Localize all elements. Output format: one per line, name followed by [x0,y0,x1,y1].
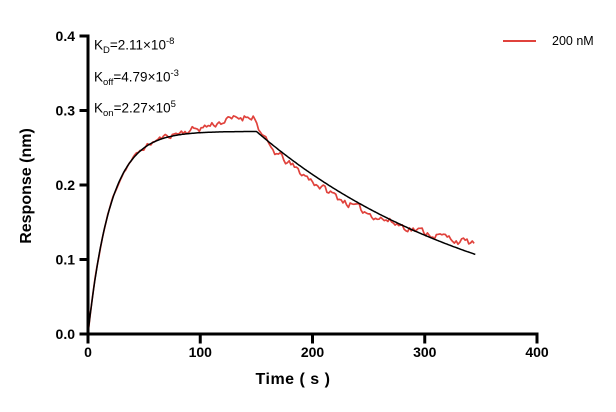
kd-sub: D [103,45,110,57]
series-lines [87,115,476,335]
kon-sub: on [103,108,114,120]
x-tick-label: 300 [413,344,437,360]
kd-annotation: KD=2.11×10-8 [94,31,179,63]
series-fit-curve [87,130,476,335]
kon-base: K [94,100,104,116]
kon-value: =2.27×10 [113,100,171,116]
kd-value: =2.11×10 [109,37,166,53]
y-axis-title: Response (nm) [18,128,35,244]
x-tick-label: 200 [301,344,325,360]
kd-exponent: -8 [165,36,175,47]
x-tick-label: 100 [189,344,213,360]
kinetics-annotation: KD=2.11×10-8 Koff=4.79×10-3 Kon=2.27×105 [94,31,179,126]
x-axis-title: Time ( s ) [255,371,331,388]
y-tick-label: 0.4 [56,28,76,44]
y-tick-label: 0.3 [56,103,76,119]
koff-value: =4.79×10 [113,69,171,85]
y-tick-label: 0.1 [56,252,76,268]
koff-annotation: Koff=4.79×10-3 [94,63,179,95]
koff-base: K [94,69,104,85]
kon-exponent: 5 [170,99,176,111]
legend-label: 200 nM [552,34,594,48]
x-tick-label: 0 [84,344,92,360]
legend-line-swatch [503,40,536,42]
kon-annotation: Kon=2.27×105 [94,94,179,126]
legend: 200 nM [503,34,594,48]
series-200nM-trace [87,115,475,335]
koff-exponent: -3 [170,67,179,79]
x-tick-label: 400 [525,344,549,360]
y-tick-label: 0.0 [56,326,76,342]
kd-base: K [94,37,104,53]
y-tick-label: 0.2 [56,177,76,193]
koff-sub: off [103,76,114,88]
axes: 0 100 200 300 400 0.0 0.1 0.2 0.3 0.4 [56,28,549,360]
